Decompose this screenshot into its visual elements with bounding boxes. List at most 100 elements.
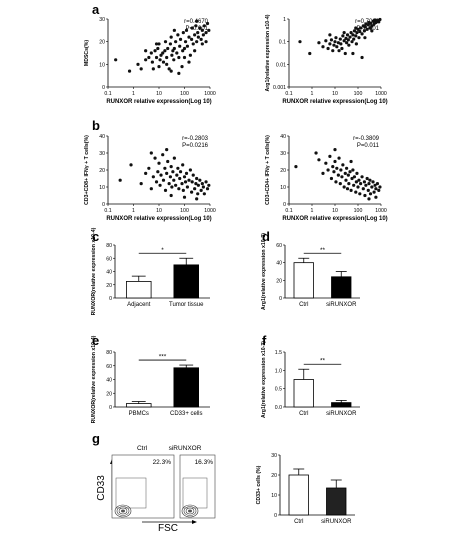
data-point	[314, 151, 318, 155]
x-tick-label: 0.1	[104, 91, 111, 97]
data-point	[178, 44, 182, 48]
data-point	[159, 53, 163, 57]
panel-label-f: f	[262, 333, 267, 348]
y-tick-label: 40	[276, 261, 282, 267]
data-point	[196, 30, 200, 35]
flow-gate-sirunxor	[182, 477, 208, 509]
y-tick-label: 30	[271, 453, 277, 459]
data-point	[378, 185, 382, 189]
data-point	[324, 161, 328, 165]
data-point	[363, 193, 367, 198]
data-point	[358, 29, 362, 34]
data-point	[377, 188, 381, 192]
y-axis-label: Arg1(relative expression x10-4)	[265, 14, 271, 91]
data-point	[344, 178, 348, 182]
bar	[288, 474, 309, 516]
data-point	[368, 178, 372, 182]
data-point	[195, 176, 199, 181]
data-point	[172, 156, 176, 160]
y-tick-label: 1	[283, 17, 286, 23]
x-tick-label: 10	[332, 91, 338, 97]
data-point	[187, 35, 191, 39]
scatter-chart-b-left: 0.1 1 10 100 1000 0 10 20 30 40 RUNXOR relative ex…	[84, 134, 216, 222]
bar	[331, 276, 352, 299]
x-tick-label: 1	[132, 208, 135, 214]
flow-title-sirunxor: siRUNXOR	[169, 445, 202, 452]
bar	[173, 367, 199, 408]
data-point	[333, 40, 337, 44]
y-tick-label: 20	[106, 391, 112, 397]
y-tick-label: 0	[279, 296, 282, 302]
data-point	[171, 170, 175, 174]
data-point	[196, 192, 200, 196]
data-point	[207, 183, 211, 187]
data-point	[308, 51, 312, 56]
y-tick-label: 60	[106, 256, 112, 262]
data-point	[199, 188, 203, 192]
y-tick-label: 40	[280, 134, 286, 140]
data-point	[165, 55, 169, 60]
y-tick-label: 10	[280, 185, 286, 191]
data-point	[188, 168, 192, 172]
y-tick-label: 30	[280, 151, 286, 157]
x-tick-label: 1000	[375, 208, 387, 214]
data-point	[153, 156, 157, 160]
data-point	[354, 190, 358, 194]
data-point	[163, 49, 167, 53]
y-tick-label: 0	[109, 405, 112, 411]
data-point	[341, 34, 345, 38]
data-point	[158, 58, 162, 62]
y-tick-label: 30	[99, 151, 105, 157]
data-point	[156, 170, 160, 174]
stat-p: P=0.0216	[182, 143, 209, 149]
data-point	[332, 170, 336, 174]
y-tick-label: 1.5	[275, 350, 282, 356]
data-point	[336, 173, 340, 177]
y-tick-label: 0	[274, 513, 277, 519]
data-point	[351, 51, 355, 56]
flow-title-ctrl: Ctrl	[137, 445, 148, 452]
data-point	[354, 42, 358, 46]
bar	[173, 264, 199, 299]
bar	[293, 379, 314, 408]
data-point	[166, 159, 170, 164]
data-point	[195, 19, 199, 23]
data-point	[149, 51, 153, 55]
y-axis-label: RUNXOR(relative expression x10-4)	[91, 227, 97, 315]
x-axis-label: RUNXOR relative expression(Log 10)	[282, 99, 387, 105]
data-point	[185, 185, 190, 189]
data-point	[144, 58, 148, 62]
x-tick-label: 100	[354, 208, 363, 214]
category-label: Ctrl	[299, 411, 308, 417]
data-point	[166, 46, 170, 51]
data-point	[180, 65, 184, 69]
data-point	[149, 187, 153, 191]
data-point	[114, 58, 118, 62]
data-point	[184, 171, 189, 175]
data-point	[342, 31, 346, 35]
scatter-chart-a-right: 0.1 1 10 100 1000 0.001 0.01 0.1 1 RUNXOR relativ…	[265, 14, 388, 105]
y-tick-label: 40	[99, 134, 105, 140]
data-point	[352, 175, 357, 179]
significance-label: **	[320, 247, 326, 254]
data-point	[321, 45, 325, 49]
data-point	[181, 49, 185, 53]
data-point	[181, 188, 185, 192]
data-point	[328, 154, 332, 158]
x-tick-label: 0.1	[104, 208, 111, 214]
data-point	[163, 40, 168, 44]
bar-chart-c: 0 20 40 60 80 RUNXOR(relative expression x10-…	[91, 227, 210, 315]
data-point	[201, 185, 205, 189]
stat-p: P<0.001	[185, 26, 208, 32]
data-point	[374, 187, 378, 191]
data-point	[365, 176, 369, 181]
y-tick-label: 0	[102, 202, 105, 208]
data-point	[161, 178, 166, 182]
y-tick-label: 30	[99, 17, 105, 23]
data-point	[373, 183, 377, 187]
data-point	[324, 39, 328, 43]
data-point	[368, 192, 373, 196]
data-point	[362, 180, 367, 184]
data-point	[354, 180, 358, 184]
y-tick-label: 20	[99, 40, 105, 46]
